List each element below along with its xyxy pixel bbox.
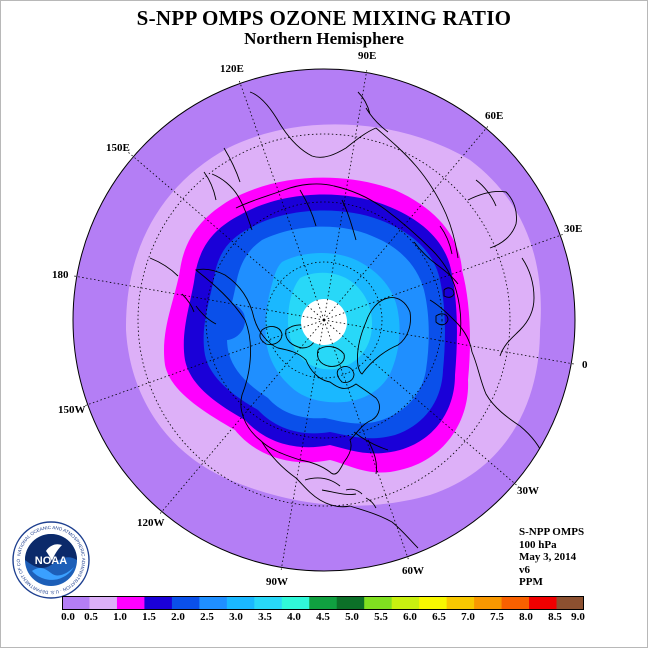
colorbar-tick-label: 3.5 (258, 611, 272, 623)
colorbar-swatch (337, 596, 365, 610)
colorbar-swatch (117, 596, 145, 610)
colorbar-swatch (419, 596, 447, 610)
lon-label-0: 0 (582, 359, 588, 371)
colorbar-tick-label: 1.5 (142, 611, 156, 623)
lon-label-30e: 30E (564, 223, 582, 235)
colorbar-tick-label: 0.0 (61, 611, 75, 623)
colorbar-tick-label: 8.0 (519, 611, 533, 623)
lon-label-150w: 150W (58, 404, 86, 416)
colorbar-swatch (557, 596, 584, 610)
colorbar-swatch (447, 596, 475, 610)
lon-label-60e: 60E (485, 110, 503, 122)
info-units: PPM (519, 576, 584, 589)
colorbar-tick-label: 6.5 (432, 611, 446, 623)
lon-label-30w: 30W (517, 485, 539, 497)
colorbar-swatch (364, 596, 392, 610)
colorbar-tick-label: 8.5 (548, 611, 562, 623)
colorbar-tick-label: 0.5 (84, 611, 98, 623)
colorbar-swatch (282, 596, 310, 610)
colorbar-swatch (227, 596, 255, 610)
colorbar-swatch (502, 596, 530, 610)
colorbar-tick-label: 6.0 (403, 611, 417, 623)
colorbar-tick-label: 9.0 (571, 611, 585, 623)
colorbar-tick-label: 2.5 (200, 611, 214, 623)
colorbar-swatch (254, 596, 282, 610)
info-version: v6 (519, 564, 584, 577)
colorbar-tick-label: 7.0 (461, 611, 475, 623)
lon-label-90w: 90W (266, 576, 288, 588)
lon-label-180: 180 (52, 269, 69, 281)
lon-label-60w: 60W (402, 565, 424, 577)
colorbar-swatch (392, 596, 420, 610)
colorbar-tick-label: 4.0 (287, 611, 301, 623)
noaa-logo: NOAA NATIONAL OCEANIC AND ATMOSPHERIC AD… (12, 521, 90, 599)
lon-label-120w: 120W (137, 517, 165, 529)
lon-label-150e: 150E (106, 142, 130, 154)
colorbar-swatch (144, 596, 172, 610)
colorbar (62, 596, 584, 610)
info-date: May 3, 2014 (519, 551, 584, 564)
colorbar-swatch (199, 596, 227, 610)
colorbar-swatch (172, 596, 200, 610)
colorbar-swatch (62, 596, 90, 610)
svg-text:NOAA: NOAA (35, 555, 67, 567)
lon-label-90e: 90E (358, 50, 376, 62)
colorbar-tick-label: 4.5 (316, 611, 330, 623)
colorbar-tick-label: 5.5 (374, 611, 388, 623)
lon-label-120e: 120E (220, 63, 244, 75)
colorbar-tick-label: 2.0 (171, 611, 185, 623)
colorbar-tick-label: 7.5 (490, 611, 504, 623)
info-block: S-NPP OMPS 100 hPa May 3, 2014 v6 PPM (519, 526, 584, 589)
info-pressure: 100 hPa (519, 539, 584, 552)
colorbar-tick-label: 3.0 (229, 611, 243, 623)
colorbar-swatch (529, 596, 557, 610)
colorbar-swatch (309, 596, 337, 610)
colorbar-swatch (474, 596, 502, 610)
info-instrument: S-NPP OMPS (519, 526, 584, 539)
colorbar-tick-label: 1.0 (113, 611, 127, 623)
colorbar-swatch (89, 596, 117, 610)
colorbar-tick-label: 5.0 (345, 611, 359, 623)
